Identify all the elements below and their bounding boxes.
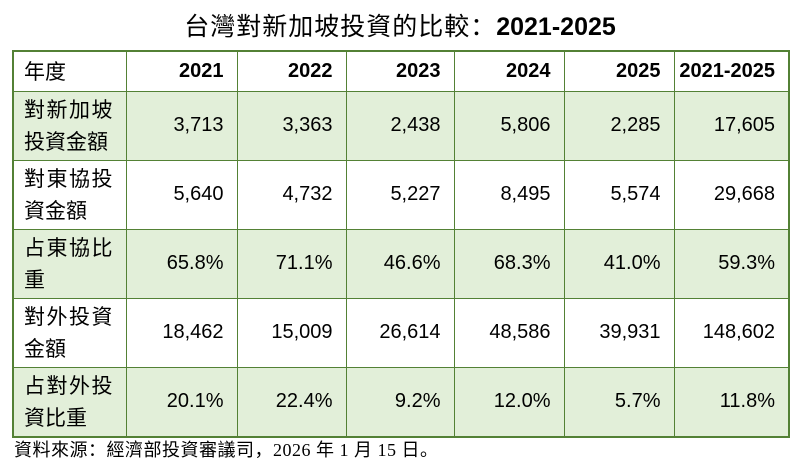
value-cell: 9.2%	[345, 366, 455, 437]
value-cell: 59.3%	[673, 228, 790, 299]
table-row-outward-share: 占對外投資比重 20.1% 22.4% 9.2% 12.0% 5.7% 11.8…	[12, 366, 790, 437]
header-cell-2023: 2023	[345, 50, 455, 92]
table-row-singapore-amount: 對新加坡投資金額 3,713 3,363 2,438 5,806 2,285 1…	[12, 90, 790, 161]
row-label: 對東協投資金額	[12, 159, 127, 230]
header-cell-2022: 2022	[236, 50, 347, 92]
value-cell: 18,462	[125, 297, 238, 368]
row-label: 占東協比重	[12, 228, 127, 299]
row-label: 對新加坡投資金額	[12, 90, 127, 161]
value-cell: 17,605	[673, 90, 790, 161]
value-cell: 46.6%	[345, 228, 455, 299]
value-cell: 48,586	[453, 297, 565, 368]
value-cell: 5,640	[125, 159, 238, 230]
value-cell: 29,668	[673, 159, 790, 230]
header-cell-2021: 2021	[125, 50, 238, 92]
header-cell-year-label: 年度	[12, 50, 127, 92]
value-cell: 11.8%	[673, 366, 790, 437]
value-cell: 3,713	[125, 90, 238, 161]
figure-title-range: 2021-2025	[496, 13, 616, 41]
header-cell-2025: 2025	[563, 50, 675, 92]
table-row-asean-share: 占東協比重 65.8% 71.1% 46.6% 68.3% 41.0% 59.3…	[12, 228, 790, 299]
source-note: 資料來源：經濟部投資審議司，2026 年 1 月 15 日。	[14, 440, 439, 460]
value-cell: 148,602	[673, 297, 790, 368]
value-cell: 4,732	[236, 159, 347, 230]
header-row: 年度 2021 2022 2023 2024 2025 2021-2025	[12, 50, 790, 92]
value-cell: 2,285	[563, 90, 675, 161]
value-cell: 15,009	[236, 297, 347, 368]
value-cell: 68.3%	[453, 228, 565, 299]
value-cell: 5,806	[453, 90, 565, 161]
value-cell: 3,363	[236, 90, 347, 161]
figure-title: 台灣對新加坡投資的比較：2021-2025	[0, 7, 800, 43]
value-cell: 5,574	[563, 159, 675, 230]
value-cell: 22.4%	[236, 366, 347, 437]
value-cell: 71.1%	[236, 228, 347, 299]
investment-comparison-table: 年度 2021 2022 2023 2024 2025 2021-2025 對新…	[12, 50, 790, 438]
value-cell: 20.1%	[125, 366, 238, 437]
table-row-asean-amount: 對東協投資金額 5,640 4,732 5,227 8,495 5,574 29…	[12, 159, 790, 230]
row-label: 對外投資金額	[12, 297, 127, 368]
value-cell: 65.8%	[125, 228, 238, 299]
row-label: 占對外投資比重	[12, 366, 127, 437]
value-cell: 41.0%	[563, 228, 675, 299]
value-cell: 39,931	[563, 297, 675, 368]
value-cell: 2,438	[345, 90, 455, 161]
value-cell: 5.7%	[563, 366, 675, 437]
value-cell: 8,495	[453, 159, 565, 230]
figure-title-text: 台灣對新加坡投資的比較：	[184, 14, 497, 41]
header-cell-2024: 2024	[453, 50, 565, 92]
table-row-outward-amount: 對外投資金額 18,462 15,009 26,614 48,586 39,93…	[12, 297, 790, 368]
value-cell: 12.0%	[453, 366, 565, 437]
header-cell-total: 2021-2025	[673, 50, 790, 92]
value-cell: 26,614	[345, 297, 455, 368]
value-cell: 5,227	[345, 159, 455, 230]
